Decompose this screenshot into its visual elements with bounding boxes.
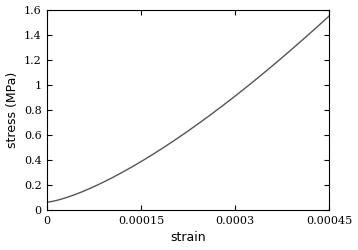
Y-axis label: stress (MPa): stress (MPa) [6, 72, 19, 148]
X-axis label: strain: strain [170, 232, 206, 244]
